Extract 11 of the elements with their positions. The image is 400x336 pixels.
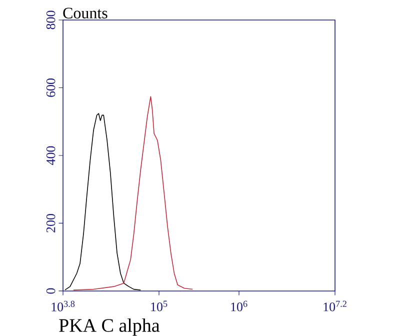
y-tick-label: 400 — [46, 146, 56, 165]
x-tick-label: 10$^{6}$ — [231, 300, 248, 312]
y-tick-label: 200 — [46, 214, 56, 232]
y-tick-label: 0 — [46, 288, 56, 294]
x-tick-label: 10$^{5}$ — [151, 300, 168, 312]
y-axis-title: Counts — [63, 8, 108, 18]
y-tick-label: 600 — [46, 78, 56, 97]
x-tick-label: 10$^{3.8}$ — [52, 300, 75, 312]
y-tick-label: 800 — [46, 10, 56, 30]
x-tick-label: 10$^{7.2}$ — [324, 300, 346, 312]
x-axis-title: PKA C alpha — [59, 318, 160, 336]
